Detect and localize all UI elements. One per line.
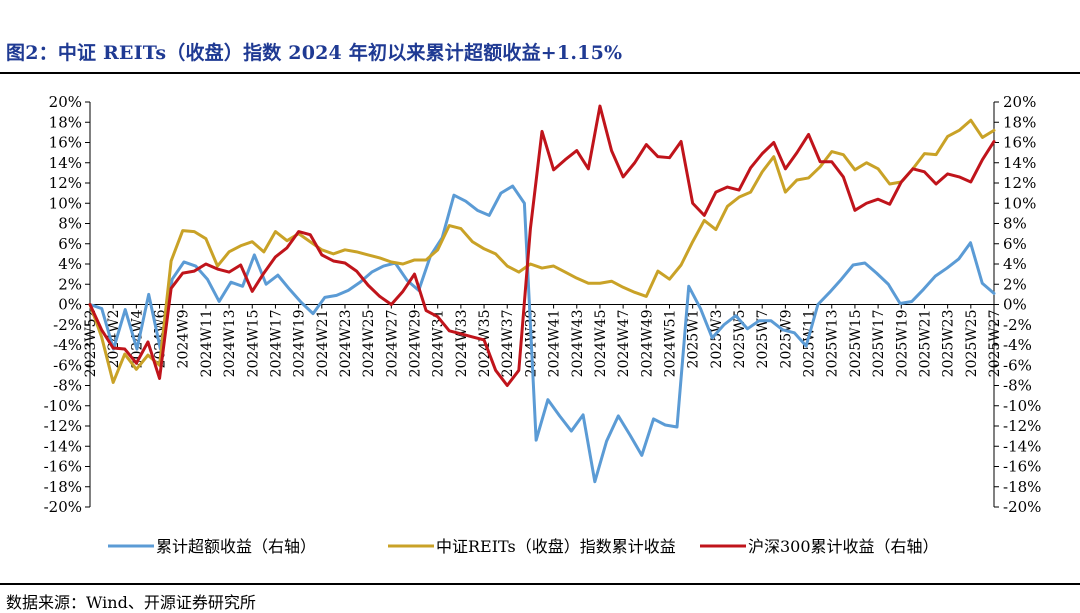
top-rule	[0, 72, 1080, 74]
y-right-tick-label: -10%	[1003, 397, 1041, 415]
y-right-tick-label: 0%	[1003, 296, 1027, 314]
y-left-tick-label: 14%	[49, 154, 82, 172]
figure-title: 图2：中证 REITs（收盘）指数 2024 年初以来累计超额收益+1.15%	[6, 42, 623, 64]
y-left-tick-label: -14%	[44, 437, 82, 455]
y-left-tick-label: -2%	[53, 316, 82, 334]
y-right-tick-label: 10%	[1003, 194, 1036, 212]
y-right-tick-label: 18%	[1003, 113, 1036, 131]
y-left-tick-label: -20%	[44, 498, 82, 516]
y-left-tick-label: -8%	[53, 377, 82, 395]
y-left-tick-label: 6%	[58, 235, 82, 253]
x-tick-label: 2024W31	[431, 310, 447, 378]
y-left-tick-label: 0%	[58, 296, 82, 314]
y-right-tick-label: -16%	[1003, 458, 1041, 476]
y-axis-right: 20% 18% 16% 14% 12% 10% 8% 6% 4% 2% 0% -2% -4% -6% -8%…	[994, 93, 1041, 516]
x-tick-label: 2024W17	[268, 310, 284, 378]
series-group	[88, 104, 996, 484]
y-axis-left: 20% 18% 16% 14% 12% 10% 8% 6% 4% 2% 0% -2% -4% -6% -8%…	[44, 93, 90, 516]
x-tick-label: 2025W7	[755, 310, 771, 369]
y-left-tick-label: -12%	[44, 417, 82, 435]
x-tick-label: 2024W11	[199, 310, 215, 378]
y-right-tick-label: 20%	[1003, 93, 1036, 111]
y-right-tick-label: 6%	[1003, 235, 1027, 253]
legend: 累计超额收益（右轴） 中证REITs（收盘）指数累计收益 沪深300累计收益（右轴）	[108, 537, 939, 556]
y-left-tick-label: -10%	[44, 397, 82, 415]
x-tick-label: 2024W25	[361, 310, 377, 378]
x-tick-label: 2023W52	[83, 310, 99, 378]
x-axis: 2023W52 2024W2 2024W4 2024W6 2024W9 2024W11 20…	[83, 304, 1003, 378]
legend-label-1: 累计超额收益（右轴）	[156, 537, 316, 556]
legend-label-2: 中证REITs（收盘）指数累计收益	[436, 537, 676, 556]
series-line-2	[88, 118, 996, 384]
y-left-tick-label: 18%	[49, 113, 82, 131]
chart-svg: 20% 18% 16% 14% 12% 10% 8% 6% 4% 2% 0% -2% -4% -6% -8%…	[44, 93, 1042, 556]
y-left-tick-label: 2%	[58, 275, 82, 293]
x-tick-label: 2024W51	[662, 310, 678, 378]
y-right-tick-label: 4%	[1003, 255, 1027, 273]
x-tick-label: 2024W23	[338, 310, 354, 378]
y-right-tick-label: -14%	[1003, 437, 1041, 455]
y-right-tick-label: -18%	[1003, 478, 1041, 496]
x-tick-label: 2025W21	[917, 310, 933, 378]
y-left-tick-label: -6%	[53, 356, 82, 374]
x-tick-label: 2024W45	[593, 310, 609, 378]
x-tick-label: 2025W11	[802, 310, 818, 378]
x-tick-label: 2024W27	[384, 310, 400, 378]
x-tick-label: 2024W33	[454, 310, 470, 378]
x-tick-label: 2025W23	[941, 310, 957, 378]
x-tick-label: 2024W41	[547, 310, 563, 378]
x-tick-label: 2024W2	[106, 310, 122, 369]
x-tick-label: 2025W25	[964, 310, 980, 378]
x-tick-label: 2024W19	[292, 310, 308, 378]
x-tick-label: 2024W21	[315, 310, 331, 378]
x-tick-label: 2025W19	[894, 310, 910, 378]
y-left-tick-label: -4%	[53, 336, 82, 354]
y-left-tick-label: 20%	[49, 93, 82, 111]
y-left-tick-label: 12%	[49, 174, 82, 192]
x-tick-label: 2024W15	[245, 310, 261, 378]
x-tick-label: 2024W29	[408, 310, 424, 378]
y-right-tick-label: -6%	[1003, 356, 1032, 374]
x-tick-label: 2025W3	[709, 310, 725, 369]
x-tick-label: 2024W9	[176, 310, 192, 369]
y-left-tick-label: 16%	[49, 134, 82, 152]
x-tick-label: 2024W37	[500, 310, 516, 378]
y-right-tick-label: -20%	[1003, 498, 1041, 516]
series-line-1	[88, 184, 996, 484]
x-tick-label: 2025W15	[848, 310, 864, 378]
x-tick-label: 2025W1	[686, 310, 702, 369]
x-tick-label: 2025W13	[825, 310, 841, 378]
y-left-tick-label: -18%	[44, 478, 82, 496]
source-note: 数据来源：Wind、开源证券研究所	[6, 593, 256, 612]
y-right-tick-label: -8%	[1003, 377, 1032, 395]
x-tick-label: 2024W13	[222, 310, 238, 378]
y-right-tick-label: 12%	[1003, 174, 1036, 192]
y-right-tick-label: 2%	[1003, 275, 1027, 293]
y-left-tick-label: 4%	[58, 255, 82, 273]
legend-label-3: 沪深300累计收益（右轴）	[748, 537, 939, 556]
y-left-tick-label: -16%	[44, 458, 82, 476]
y-right-tick-label: -2%	[1003, 316, 1032, 334]
y-right-tick-label: 14%	[1003, 154, 1036, 172]
x-tick-label: 2025W17	[871, 310, 887, 378]
y-right-tick-label: 16%	[1003, 134, 1036, 152]
x-tick-label: 2024W49	[639, 310, 655, 378]
y-left-tick-label: 8%	[58, 215, 82, 233]
x-tick-label: 2025W9	[778, 310, 794, 369]
x-tick-label: 2025W27	[987, 310, 1003, 378]
x-tick-label: 2024W47	[616, 310, 632, 378]
y-right-tick-label: -4%	[1003, 336, 1032, 354]
bottom-rule	[0, 583, 1080, 585]
y-left-tick-label: 10%	[49, 194, 82, 212]
plot-frame	[89, 102, 995, 507]
series-line-3	[88, 104, 996, 387]
x-tick-label: 2024W43	[570, 310, 586, 378]
y-right-tick-label: -12%	[1003, 417, 1041, 435]
y-right-tick-label: 8%	[1003, 215, 1027, 233]
